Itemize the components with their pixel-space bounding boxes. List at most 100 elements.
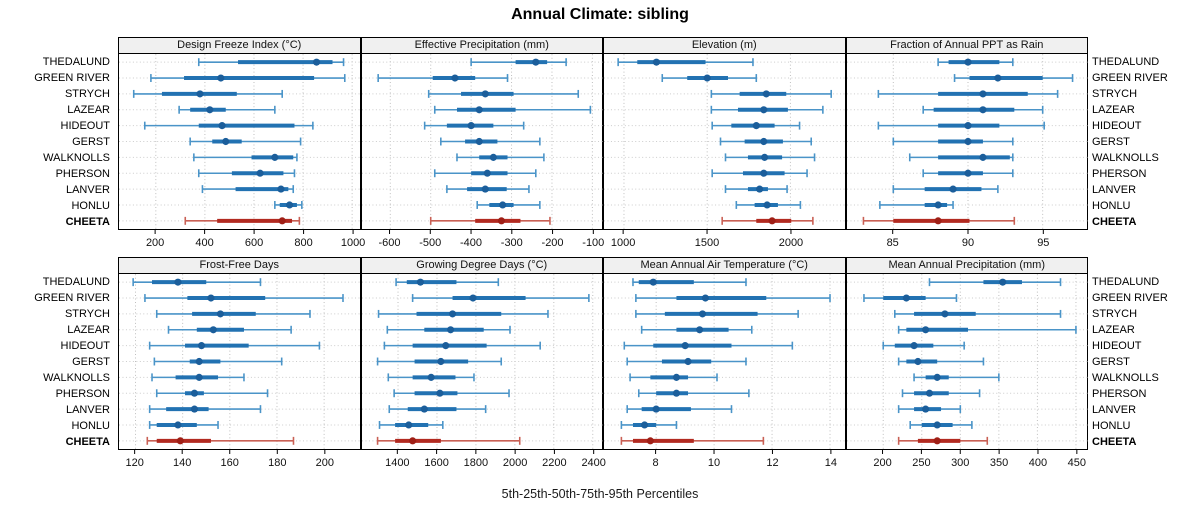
percentile-row-green-river <box>953 74 1073 82</box>
station-label-gerst: GERST <box>1092 356 1130 368</box>
tick-label: 2000 <box>502 457 526 469</box>
percentile-row-gerst <box>892 137 1014 146</box>
median-dot <box>174 421 182 429</box>
percentile-row-lanver <box>626 405 733 414</box>
percentile-row-thedalund <box>132 278 262 287</box>
station-label-walknolls: WALKNOLLS <box>1092 152 1159 164</box>
median-dot <box>978 90 987 98</box>
station-label-honlu: HONLU <box>1092 200 1131 212</box>
tick-label: 450 <box>1067 457 1085 469</box>
median-dot <box>420 405 428 413</box>
percentile-row-lanver <box>724 185 788 194</box>
median-dot <box>760 106 768 114</box>
panel-plot <box>845 274 1088 450</box>
tick-label: 1800 <box>463 457 487 469</box>
station-label-hideout: HIDEOUT <box>1092 120 1142 132</box>
median-dot <box>436 357 444 366</box>
median-dot <box>209 326 217 334</box>
panel-header: Mean Annual Precipitation (mm) <box>845 257 1088 274</box>
median-dot <box>756 185 764 193</box>
median-dot <box>684 357 692 366</box>
percentile-row-pherson <box>392 389 510 398</box>
median-dot <box>672 389 681 397</box>
percentile-row-green-river <box>661 74 758 82</box>
median-dot <box>271 153 279 161</box>
percentile-row-pherson <box>197 169 296 178</box>
median-dot <box>416 278 424 286</box>
median-dot <box>933 421 941 429</box>
percentile-row-honlu <box>378 421 444 429</box>
station-label-cheeta: CHEETA <box>65 436 110 448</box>
median-dot <box>696 326 704 334</box>
chart-title: Annual Climate: sibling <box>511 6 689 23</box>
panel-axis: 85 90 95 <box>886 230 1049 249</box>
tick-label: -400 <box>460 237 482 249</box>
station-label-lanver: LANVER <box>1092 404 1137 416</box>
median-dot <box>278 217 286 225</box>
median-dot <box>277 185 285 193</box>
median-dot <box>760 137 768 146</box>
percentile-row-pherson <box>637 389 750 398</box>
tick-label: 200 <box>316 457 334 469</box>
median-dot <box>531 58 539 66</box>
panel-design-freeze-index: Design Freeze Index (°C) 200 400 600 800 100… <box>118 37 365 252</box>
percentile-row-strych <box>132 89 283 98</box>
panel-mean-annual-air-temperature: Mean Annual Air Temperature (°C) 8 10 12 14 <box>603 257 846 472</box>
tick-label: 160 <box>221 457 239 469</box>
station-label-thedalund: THEDALUND <box>42 56 110 68</box>
percentile-row-pherson <box>901 389 980 398</box>
percentile-row-pherson <box>155 389 269 398</box>
tick-label: -200 <box>541 237 563 249</box>
tick-label: 14 <box>825 457 837 469</box>
median-dot <box>190 389 199 397</box>
percentile-row-green-river <box>635 294 831 302</box>
percentile-row-lanver <box>892 185 999 194</box>
percentile-row-gerst <box>719 137 813 146</box>
median-dot <box>176 437 184 445</box>
tick-label: 85 <box>886 237 898 249</box>
percentile-row-gerst <box>897 357 984 366</box>
tick-label: 200 <box>146 237 164 249</box>
station-label-pherson: PHERSON <box>1092 388 1147 400</box>
percentile-row-honlu <box>735 201 802 209</box>
median-dot <box>934 217 942 225</box>
percentile-row-lanver <box>445 185 530 194</box>
panel-plot <box>360 274 603 450</box>
percentile-row-strych <box>427 89 579 98</box>
median-dot <box>933 437 941 445</box>
percentile-row-thedalund <box>632 278 747 287</box>
station-label-lazear: LAZEAR <box>67 104 110 116</box>
tick-label: 8 <box>653 457 659 469</box>
percentile-row-lanver <box>387 405 486 414</box>
station-label-green-river: GREEN RIVER <box>34 292 110 304</box>
percentile-row-hideout <box>623 341 794 350</box>
panel-header: Elevation (m) <box>603 37 846 54</box>
median-dot <box>948 185 957 193</box>
percentile-row-lazear <box>178 105 276 114</box>
median-dot <box>481 90 489 98</box>
median-dot <box>993 74 1001 82</box>
percentile-row-honlu <box>878 201 954 209</box>
tick-label: 1400 <box>385 457 409 469</box>
panel-header: Effective Precipitation (mm) <box>360 37 603 54</box>
median-dot <box>448 310 456 318</box>
tick-label: 1000 <box>341 237 365 249</box>
median-dot <box>646 437 654 445</box>
median-dot <box>978 106 987 114</box>
median-dot <box>921 405 929 413</box>
median-dot <box>174 278 182 286</box>
percentile-row-cheeta <box>862 216 1015 225</box>
station-label-lazear: LAZEAR <box>1092 104 1135 116</box>
median-dot <box>925 389 933 397</box>
median-dot <box>760 169 768 177</box>
station-label-honlu: HONLU <box>71 420 110 432</box>
tick-label: 10 <box>708 457 720 469</box>
percentile-row-pherson <box>433 169 537 178</box>
station-label-cheeta: CHEETA <box>1092 436 1137 448</box>
percentile-row-strych <box>155 309 311 318</box>
tick-label: -100 <box>582 237 604 249</box>
percentile-row-cheeta <box>897 436 988 445</box>
median-dot <box>998 278 1006 286</box>
station-label-pherson: PHERSON <box>1092 168 1147 180</box>
